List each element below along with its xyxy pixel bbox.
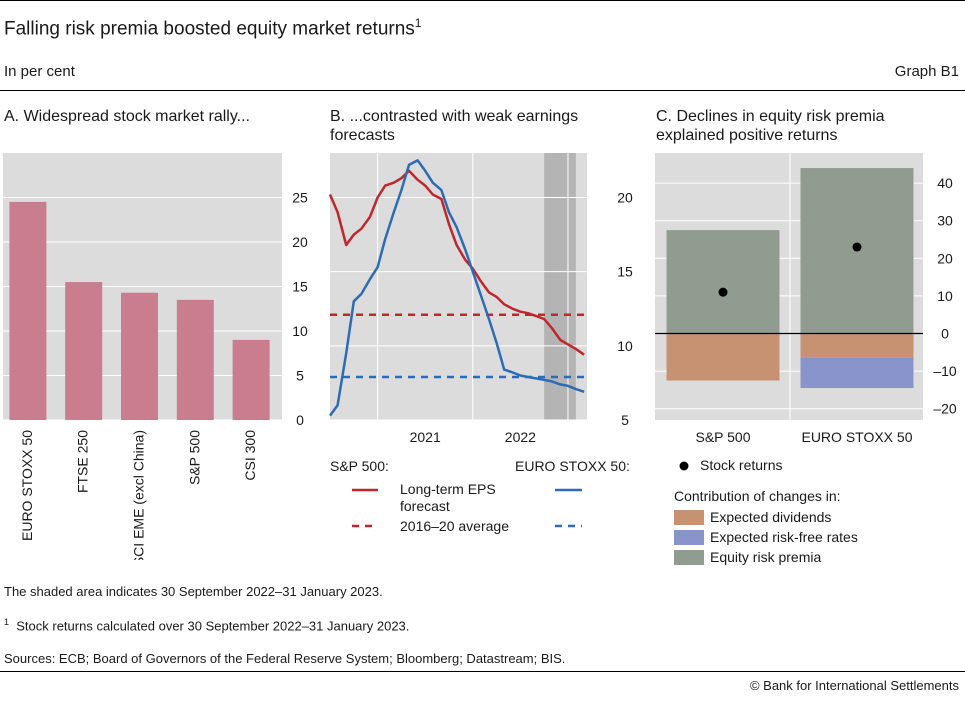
legend-b-swatches [352, 488, 582, 528]
bar [176, 299, 214, 420]
y-tick-label: 0 [296, 412, 304, 428]
panel-a-title: A. Widespread stock market rally... [4, 108, 250, 125]
bar [121, 292, 158, 420]
copyright: © Bank for International Settlements [749, 678, 959, 693]
graph-number: Graph B1 [894, 63, 959, 80]
y-tick-label: 20 [617, 190, 633, 206]
header-rule [0, 90, 965, 91]
x-tick-label: 2021 [410, 429, 441, 445]
bar [65, 282, 103, 420]
panel-c-title: C. Declines in equity risk premia explai… [656, 108, 885, 144]
category-label: CSI 300 [242, 430, 258, 481]
series-line [328, 159, 585, 417]
stacked-bar-segment [666, 333, 780, 381]
axis-area [282, 153, 320, 420]
legend-c-erp: Equity risk premia [710, 549, 822, 565]
chart-title: Falling risk premia boosted equity marke… [4, 16, 422, 40]
stock-return-marker [718, 287, 728, 297]
y-tick-label: 5 [621, 412, 629, 428]
y-tick-label: 20 [937, 250, 953, 266]
stacked-bar-segment [800, 357, 914, 389]
y-tick-label: –10 [933, 363, 957, 379]
legend-b-left-group: S&P 500: [330, 458, 389, 474]
legend-b-solid-label: Long-term EPS forecast [400, 481, 496, 514]
legend-b-right-group: EURO STOXX 50: [515, 458, 630, 474]
panel-b-title: B. ...contrasted with weak earnings fore… [330, 108, 579, 144]
category-label: EURO STOXX 50 [19, 430, 35, 541]
shaded-note: The shaded area indicates 30 September 2… [4, 584, 383, 599]
legend-c-riskfree: Expected risk-free rates [710, 529, 858, 545]
axis-area [587, 153, 645, 420]
panel-c-chart: S&P 500 EURO STOXX 50 –20 –10 0 10 20 30 40 [655, 153, 965, 445]
y-tick-label: 5 [296, 368, 304, 384]
y-tick-label: 15 [617, 264, 633, 280]
sources: Sources: ECB; Board of Governors of the … [4, 651, 566, 666]
panel-b-chart: 5 10 15 20 2021 2022 [328, 153, 645, 445]
legend-c-heading: Contribution of changes in: [674, 488, 841, 504]
y-tick-label: 10 [292, 323, 308, 339]
legend-c-marker-label: Stock returns [700, 457, 783, 473]
footer-rule [0, 671, 965, 672]
y-tick-label: 0 [941, 326, 949, 342]
y-tick-label: 40 [937, 175, 953, 191]
bar [9, 201, 47, 420]
y-tick-label: 10 [617, 338, 633, 354]
x-tick-label: 2022 [505, 429, 536, 445]
y-tick-label: 15 [292, 279, 308, 295]
stacked-bar-segment [800, 333, 914, 358]
category-label: S&P 500 [186, 430, 202, 485]
chart-subtitle: In per cent [4, 63, 75, 80]
stock-return-marker [852, 242, 862, 252]
y-tick-label: 30 [937, 213, 953, 229]
series-line [328, 169, 585, 356]
y-tick-label: 25 [292, 190, 308, 206]
top-rule [0, 0, 965, 1]
bar [232, 339, 270, 420]
y-tick-label: 10 [937, 288, 953, 304]
swatch-erp [674, 550, 704, 565]
category-label: S&P 500 [695, 429, 750, 445]
y-tick-label: –20 [933, 401, 957, 417]
category-label: MSCI EME (excl China) [131, 430, 147, 560]
panel-a-chart: 0 5 10 15 20 25 EURO STOXX 50 FTSE 250 MSCI EME … [3, 153, 320, 560]
y-tick-label: 20 [292, 234, 308, 250]
legend-c-dividends: Expected dividends [710, 509, 832, 525]
category-label: EURO STOXX 50 [801, 429, 912, 445]
legend-b-dashed-label: 2016–20 average [400, 518, 509, 534]
swatch-dividends [674, 510, 704, 525]
axis-area [923, 153, 965, 420]
stacked-bar-segment [666, 230, 780, 334]
footnote: 1 Stock returns calculated over 30 Septe… [4, 617, 410, 634]
category-label: FTSE 250 [75, 430, 91, 493]
swatch-riskfree [674, 530, 704, 545]
legend-c-marker [679, 461, 689, 471]
